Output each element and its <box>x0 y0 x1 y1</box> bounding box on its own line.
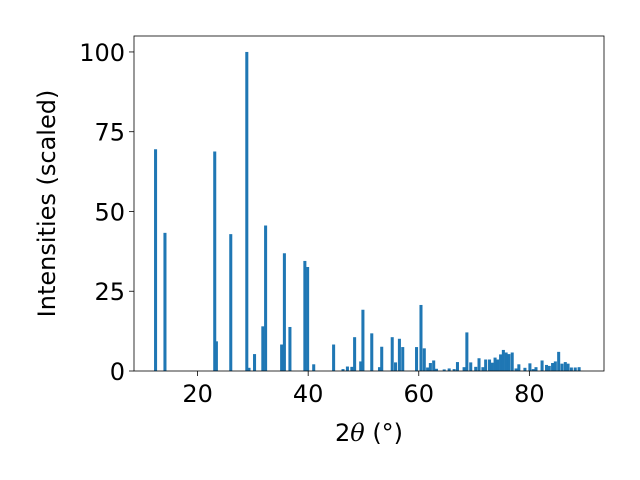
y-tick-label: 100 <box>79 39 125 67</box>
bar <box>481 367 485 371</box>
bar <box>163 232 167 371</box>
bar <box>447 368 451 371</box>
bar <box>303 260 307 371</box>
bar <box>496 359 500 371</box>
bar <box>544 364 549 371</box>
x-tick-label: 40 <box>293 380 324 408</box>
bar <box>261 326 265 371</box>
plot-frame <box>133 35 605 372</box>
bar <box>474 366 478 371</box>
x-tick-label: 60 <box>403 380 434 408</box>
bar <box>557 351 561 371</box>
bar <box>534 367 538 371</box>
bar <box>394 362 398 371</box>
bar <box>517 364 521 371</box>
y-tick-label: 50 <box>94 198 125 226</box>
bar <box>353 337 357 371</box>
bar <box>377 367 382 371</box>
bar <box>332 344 336 371</box>
bar <box>577 367 581 371</box>
bar <box>422 348 426 371</box>
bar <box>528 363 532 371</box>
bar <box>419 304 423 371</box>
bar <box>504 352 508 371</box>
bar <box>280 344 284 371</box>
bar <box>531 369 535 371</box>
y-axis-label: Intensities (scaled) <box>33 90 61 318</box>
x-axis-label-prefix: 2 <box>335 419 350 447</box>
bar <box>434 368 438 371</box>
x-tick-label: 20 <box>182 380 213 408</box>
bar <box>462 367 466 371</box>
bar <box>510 352 514 371</box>
bar <box>282 253 286 371</box>
y-axis: 0 25 50 75 100 <box>79 39 134 386</box>
y-tick-label: 0 <box>110 358 125 386</box>
bar <box>213 151 217 371</box>
bar <box>361 309 365 371</box>
bar <box>154 149 158 371</box>
bar <box>490 362 494 371</box>
bar <box>493 357 497 371</box>
bar <box>442 369 446 371</box>
bar <box>253 354 257 371</box>
bar <box>426 367 430 371</box>
bar <box>452 369 456 371</box>
x-axis-label-theta: θ <box>350 419 365 447</box>
bar <box>551 363 555 371</box>
bar <box>370 333 374 371</box>
bar <box>247 367 251 371</box>
bar <box>312 364 316 371</box>
bar <box>560 363 564 371</box>
bar <box>432 360 436 371</box>
bar <box>553 361 557 371</box>
bar <box>415 347 419 371</box>
x-axis-label-unit: (°) <box>365 419 403 447</box>
x-axis-label: 2θ (°) <box>335 419 403 447</box>
bar <box>514 368 518 371</box>
bar <box>390 337 394 371</box>
y-tick-label: 25 <box>94 278 125 306</box>
bar <box>264 225 268 371</box>
bar <box>569 367 573 371</box>
bar <box>477 358 481 371</box>
y-tick-label: 75 <box>94 119 125 147</box>
bar <box>341 369 345 371</box>
bar <box>214 341 218 371</box>
bar <box>566 363 570 371</box>
bar <box>540 360 544 371</box>
bar <box>501 349 505 371</box>
bar <box>229 234 233 371</box>
bar <box>547 365 551 371</box>
bar <box>488 359 492 371</box>
bar <box>428 363 432 371</box>
bar <box>401 347 405 371</box>
bar <box>469 362 473 371</box>
bar <box>484 359 488 371</box>
bar <box>499 354 503 371</box>
bar <box>573 367 577 371</box>
bar <box>306 266 310 371</box>
x-tick-label: 80 <box>514 380 545 408</box>
x-axis: 20 40 60 80 <box>182 371 545 408</box>
bar <box>359 361 363 371</box>
bar <box>350 366 354 371</box>
bar-series <box>154 51 581 371</box>
bar <box>465 332 469 371</box>
bar <box>563 362 567 371</box>
bar <box>523 367 527 371</box>
bar <box>288 326 292 371</box>
bar <box>245 51 249 371</box>
bar <box>455 362 459 371</box>
bar <box>345 366 349 371</box>
bar <box>397 338 401 371</box>
bar <box>380 346 384 371</box>
bar <box>507 354 511 371</box>
